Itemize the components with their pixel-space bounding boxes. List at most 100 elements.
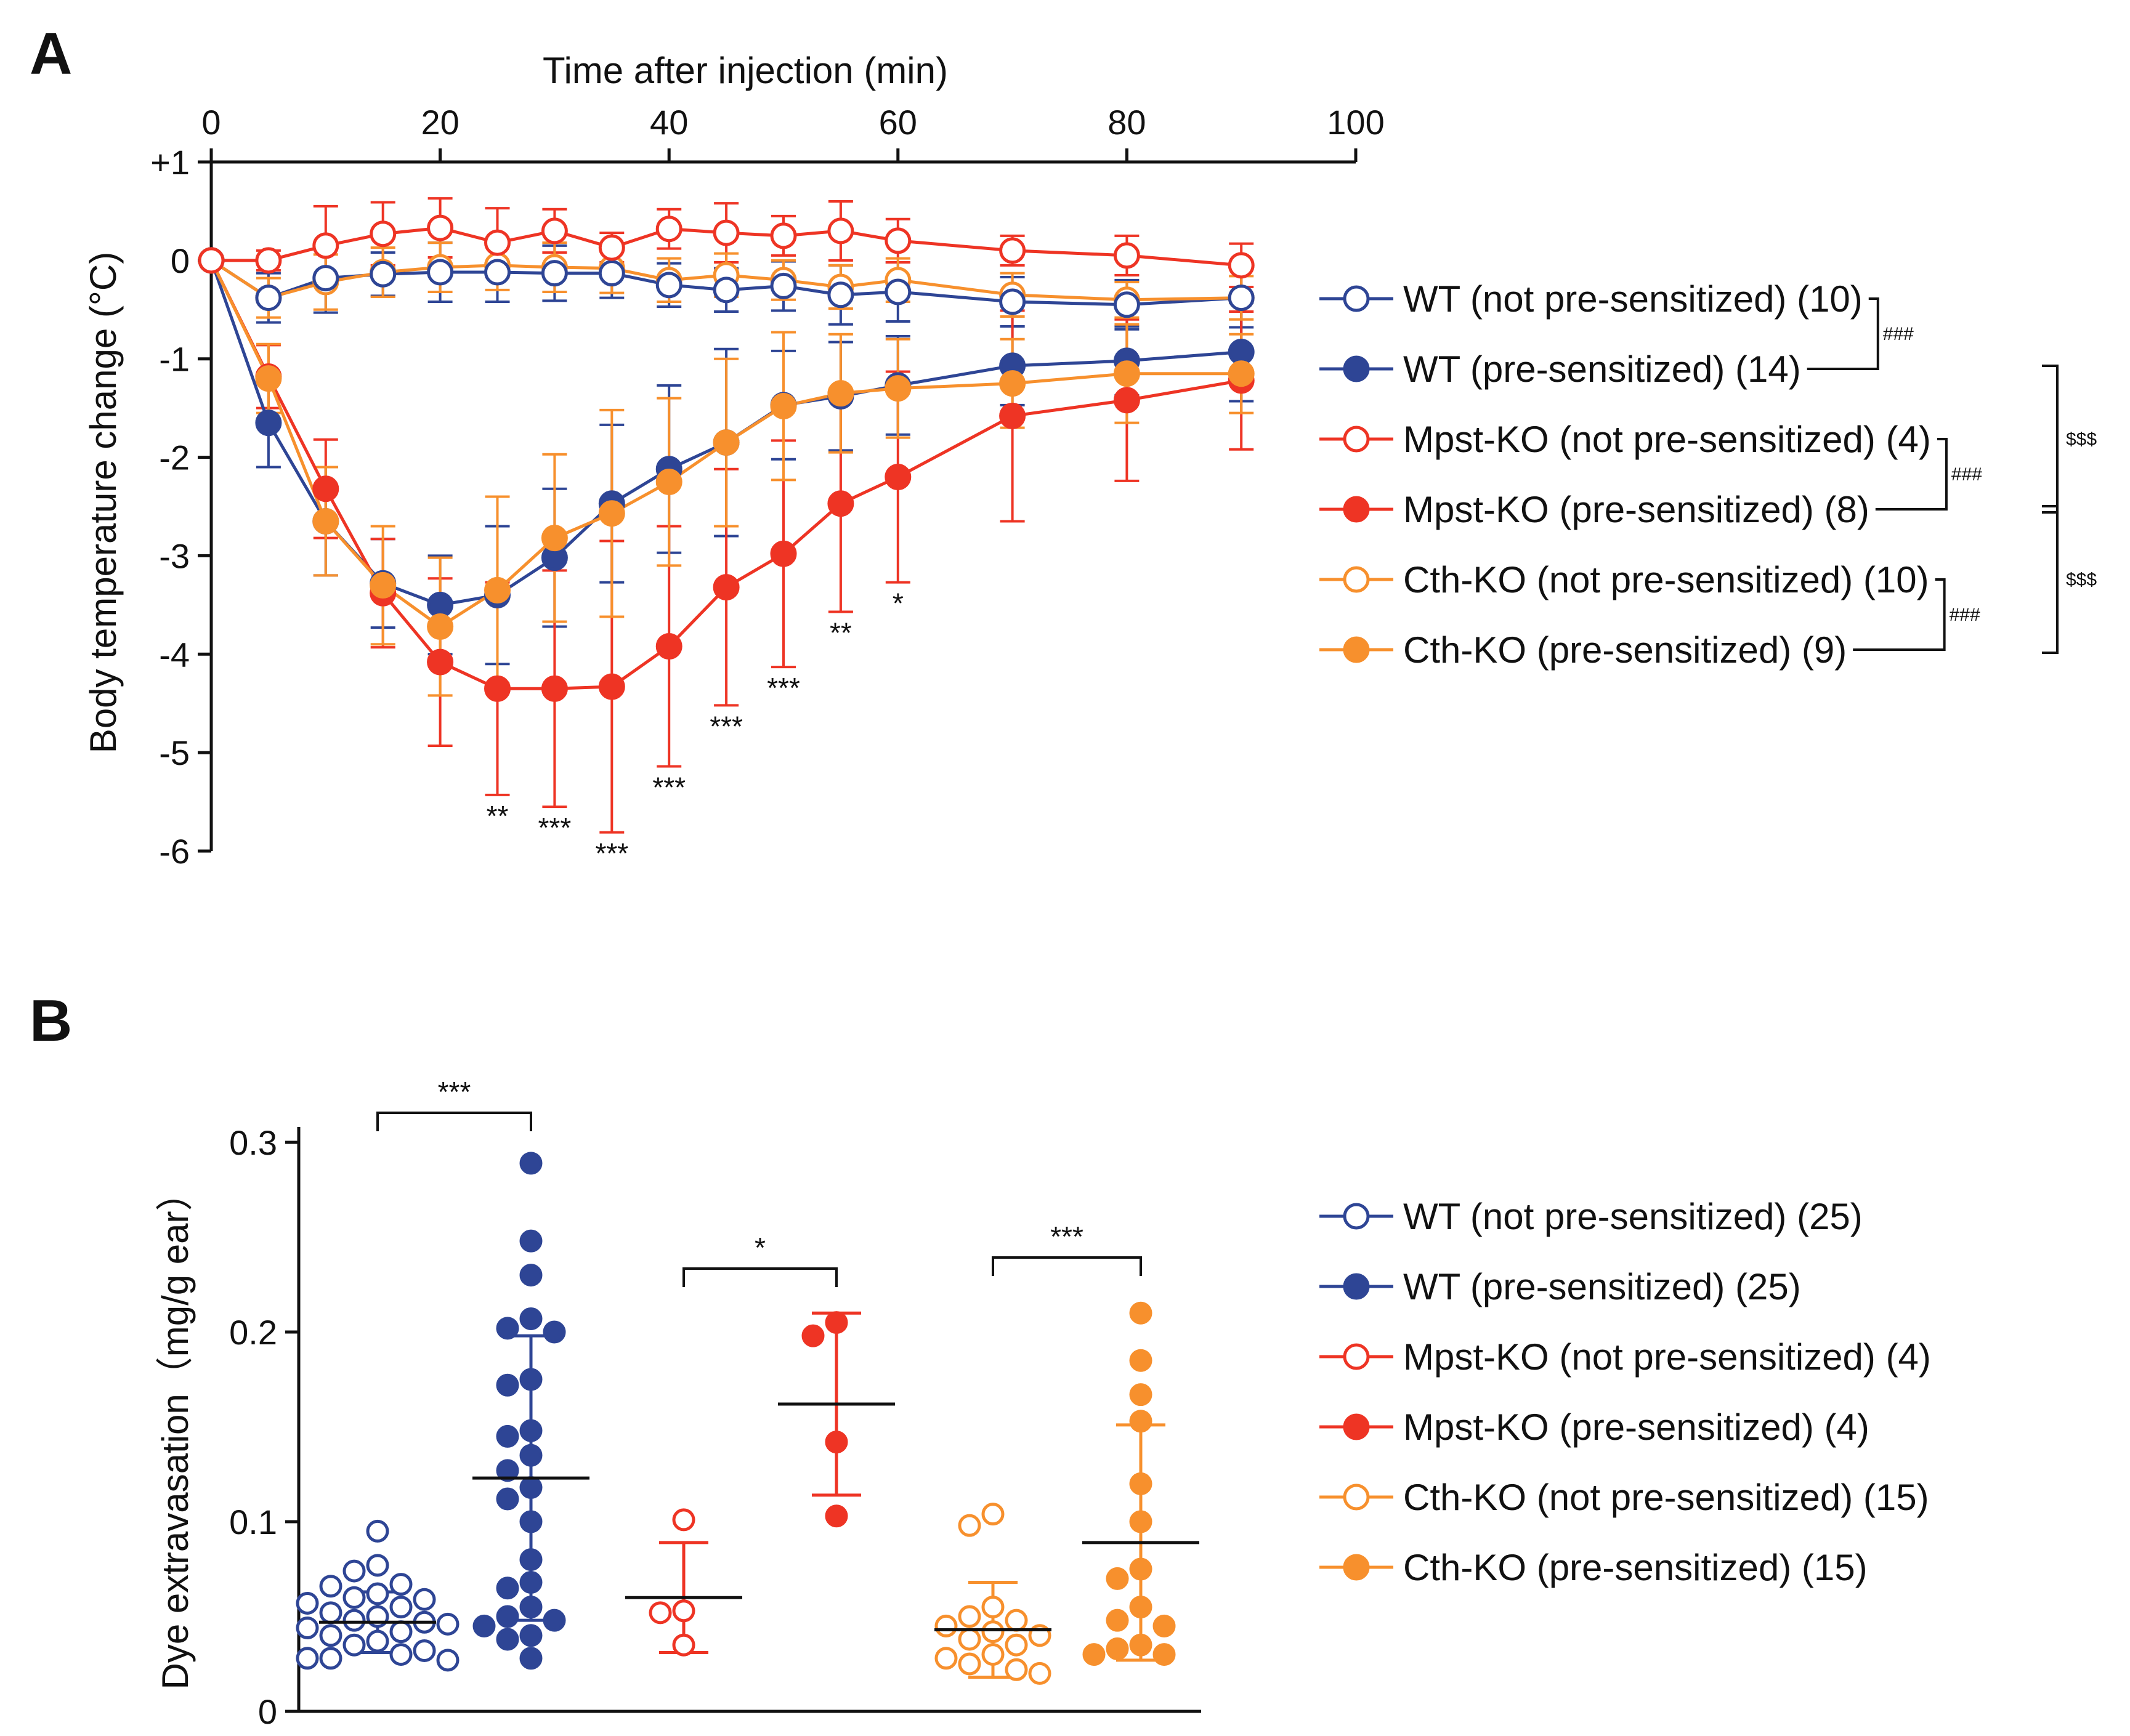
- data-point: [541, 675, 568, 702]
- panel-a-markers: [198, 214, 1255, 702]
- data-point: [427, 259, 454, 286]
- legend-marker: [1343, 1343, 1370, 1370]
- scatter-point: [496, 1605, 519, 1628]
- panel-b-y-tick-label: 0.1: [229, 1503, 277, 1541]
- scatter-point: [1129, 1633, 1152, 1657]
- comparison-bracket-line: [682, 1267, 838, 1287]
- legend-group-bracket-line: [2042, 365, 2059, 514]
- legend-marker: [1343, 496, 1370, 523]
- scatter-point: [296, 1591, 319, 1615]
- data-point: [541, 217, 568, 244]
- significance-mark: ***: [538, 812, 572, 844]
- panel-b-y-axis-title: Dye extravasation（mg/g ear）: [155, 1174, 196, 1689]
- panel-a-y-axis-title: Body temperature change (°C): [83, 252, 124, 753]
- data-point: [255, 365, 282, 392]
- legend-label: Mpst-KO (not pre-sensitized) (4): [1403, 419, 1931, 460]
- data-point: [1113, 242, 1140, 269]
- comparison-label: *: [755, 1232, 766, 1264]
- series-line: [210, 259, 1242, 302]
- legend-bracket-label: ###: [1951, 464, 1982, 485]
- panel-b-comparisons: **** ***: [376, 1076, 1142, 1287]
- data-point: [427, 648, 454, 676]
- significance-mark: ***: [710, 710, 743, 742]
- panel-a-error-bars: [256, 197, 1254, 834]
- scatter-point: [319, 1624, 342, 1647]
- panel-a-x-tick-label: 100: [1327, 103, 1384, 142]
- panel-a-y-tick-label: -1: [159, 340, 190, 379]
- legend-marker: [1343, 1413, 1370, 1440]
- scatter-point: [319, 1647, 342, 1670]
- significance-mark: ***: [595, 838, 628, 870]
- data-point: [1228, 252, 1255, 279]
- panel-b-y-axis-title-group: Dye extravasation（mg/g ear）: [155, 1174, 196, 1689]
- legend-label: Mpst-KO (pre-sensitized) (8): [1403, 489, 1869, 530]
- data-point: [370, 571, 397, 599]
- legend-marker: [1343, 1554, 1370, 1581]
- data-point: [713, 277, 740, 304]
- comparison-bracket-line: [376, 1112, 532, 1131]
- panel-a-significance: ** ******************: [487, 587, 904, 870]
- data-point: [827, 217, 854, 244]
- data-point: [770, 540, 797, 567]
- scatter-point: [672, 1508, 695, 1532]
- panel-b-groups: [296, 1152, 1199, 1685]
- panel-a-y-tick-label: -2: [159, 438, 190, 477]
- data-point: [885, 464, 912, 491]
- scatter-point: [1082, 1643, 1106, 1666]
- panel-a-x-axis-title: Time after injection (min): [543, 50, 948, 91]
- legend-bracket-line: [1853, 578, 1946, 651]
- data-point: [484, 675, 511, 702]
- data-point: [484, 576, 511, 604]
- data-point: [198, 247, 225, 274]
- data-point: [770, 392, 797, 419]
- data-point: [1113, 387, 1140, 414]
- data-point: [312, 507, 339, 535]
- data-point: [598, 673, 625, 700]
- scatter-point: [958, 1514, 981, 1537]
- legend-label: Mpst-KO (not pre-sensitized) (4): [1403, 1336, 1931, 1378]
- scatter-point: [519, 1443, 543, 1467]
- legend-marker: [1343, 1203, 1370, 1230]
- legend-bracket-label: ###: [1950, 605, 1980, 625]
- panel-a-y-tick-label: -3: [159, 536, 190, 575]
- legend-label: Cth-KO (not pre-sensitized) (10): [1403, 559, 1929, 600]
- legend-bracket: ###: [1853, 578, 1980, 651]
- data-point: [598, 500, 625, 527]
- scatter-point: [1106, 1637, 1129, 1660]
- scatter-point: [934, 1614, 958, 1637]
- scatter-group: [778, 1311, 895, 1528]
- panel-a-y-tick-label: -5: [159, 733, 190, 772]
- data-point: [370, 260, 397, 288]
- legend-bracket: ###: [1807, 297, 1914, 370]
- significance-mark: *: [893, 587, 904, 620]
- legend-label: Mpst-KO (pre-sensitized) (4): [1403, 1407, 1869, 1448]
- scatter-point: [1005, 1658, 1028, 1681]
- panel-a-legend: WT (not pre-sensitized) (10) WT (pre-sens…: [1319, 278, 2097, 671]
- legend-bracket-line: [1875, 438, 1948, 511]
- data-point: [655, 272, 682, 299]
- comparison-label: ***: [1050, 1221, 1083, 1253]
- scatter-point: [389, 1596, 413, 1619]
- panel-a-x-tick-label: 60: [879, 103, 917, 142]
- data-point: [655, 469, 682, 496]
- data-point: [713, 574, 740, 601]
- panel-a-lines: [209, 226, 1242, 690]
- scatter-point: [496, 1577, 519, 1600]
- scatter-point: [496, 1459, 519, 1482]
- data-point: [312, 232, 339, 259]
- data-point: [999, 402, 1026, 429]
- legend-bracket-label: ###: [1883, 324, 1914, 344]
- scatter-point: [296, 1616, 319, 1639]
- legend-group-bracket-label: $$$: [2066, 570, 2097, 590]
- panel-b: B Dye extravasation（mg/g ear） 0 0.1 0.2 0.3…: [30, 988, 1931, 1731]
- scatter-point: [1129, 1510, 1152, 1533]
- panel-b-legend: WT (not pre-sensitized) (25) WT (pre-sens…: [1319, 1196, 1931, 1588]
- scatter-point: [672, 1599, 695, 1623]
- scatter-point: [389, 1620, 413, 1644]
- scatter-point: [1129, 1410, 1152, 1433]
- scatter-point: [1028, 1661, 1051, 1685]
- data-point: [1228, 285, 1255, 312]
- scatter-group: [1082, 1301, 1199, 1666]
- legend-marker: [1343, 285, 1370, 312]
